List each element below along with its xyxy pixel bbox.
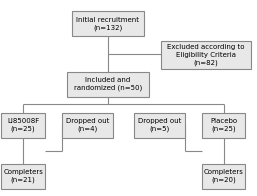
Text: Placebo
(n=25): Placebo (n=25): [210, 118, 237, 132]
FancyBboxPatch shape: [161, 41, 251, 69]
FancyBboxPatch shape: [202, 113, 245, 138]
Text: Excluded according to
Eligibility Criteria
(n=82): Excluded according to Eligibility Criter…: [167, 44, 244, 66]
Text: Dropped out
(n=4): Dropped out (n=4): [66, 118, 109, 132]
FancyBboxPatch shape: [1, 113, 45, 138]
Text: Initial recruitment
(n=132): Initial recruitment (n=132): [76, 16, 140, 31]
FancyBboxPatch shape: [67, 72, 149, 97]
FancyBboxPatch shape: [134, 113, 185, 138]
Text: LI85008F
(n=25): LI85008F (n=25): [7, 118, 39, 132]
Text: Completers
(n=20): Completers (n=20): [204, 169, 244, 183]
Text: Included and
randomized (n=50): Included and randomized (n=50): [74, 77, 142, 91]
Text: Completers
(n=21): Completers (n=21): [3, 169, 43, 183]
Text: Dropped out
(n=5): Dropped out (n=5): [138, 118, 181, 132]
FancyBboxPatch shape: [62, 113, 113, 138]
FancyBboxPatch shape: [72, 11, 144, 36]
FancyBboxPatch shape: [1, 164, 45, 189]
FancyBboxPatch shape: [202, 164, 245, 189]
